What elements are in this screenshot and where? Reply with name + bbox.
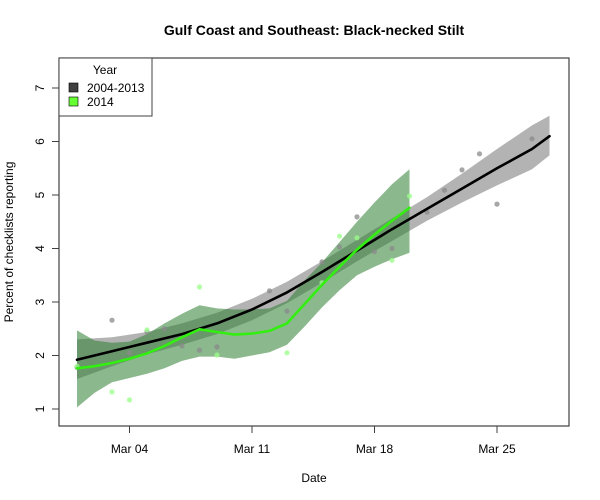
chart-title: Gulf Coast and Southeast: Black-necked S… (164, 22, 465, 38)
data-point-2004-2013 (476, 151, 483, 157)
data-point-2004-2013 (459, 167, 465, 173)
data-point-2014 (144, 327, 150, 333)
legend-swatch-2004-2013 (68, 82, 79, 93)
y-tick-label: 6 (33, 138, 47, 145)
data-point-2004-2013 (389, 245, 395, 252)
trend-line-2004-2013 (75, 134, 551, 362)
data-point-2004-2013 (214, 344, 220, 350)
data-point-2004-2013 (161, 326, 168, 332)
data-point-2004-2013 (196, 347, 203, 353)
y-tick-label: 1 (33, 405, 47, 412)
data-point-2004-2013 (284, 308, 290, 314)
x-tick-label: Mar 25 (478, 442, 516, 456)
legend-title: Year (93, 63, 117, 77)
y-tick-label: 7 (33, 84, 47, 91)
data-point-2004-2013 (266, 288, 273, 294)
plot-area (74, 115, 551, 408)
data-point-2004-2013 (336, 244, 343, 250)
data-point-2004-2013 (494, 201, 500, 207)
data-point-2004-2013 (441, 187, 448, 193)
data-point-2014 (196, 284, 203, 290)
x-axis: Mar 04 Mar 11 Mar 18 Mar 25 (111, 426, 516, 456)
data-point-2004-2013 (126, 350, 133, 356)
x-axis-label: Date (301, 471, 327, 485)
trend-line-2014 (75, 206, 411, 370)
data-point-2004-2013 (109, 317, 115, 323)
data-point-2014 (214, 352, 220, 358)
y-tick-label: 3 (33, 298, 47, 305)
y-tick-label: 4 (33, 245, 47, 252)
x-tick-label: Mar 18 (356, 442, 394, 456)
y-tick-label: 5 (33, 191, 47, 198)
data-point-2004-2013 (371, 249, 378, 255)
data-point-2014 (354, 235, 360, 241)
plot-frame (58, 57, 570, 427)
x-tick-label: Mar 11 (234, 442, 271, 456)
x-tick-label: Mar 04 (111, 442, 149, 456)
data-point-2004-2013 (179, 343, 185, 349)
y-axis: 1 2 3 4 5 6 7 (33, 84, 59, 412)
legend-swatch-2014 (68, 96, 79, 107)
confidence-band-2014 (77, 169, 410, 408)
y-axis-label: Percent of checklists reporting (2, 162, 16, 323)
data-point-2014 (336, 233, 343, 239)
data-point-2004-2013 (529, 136, 535, 142)
legend-label-2004-2013: 2004-2013 (87, 81, 145, 95)
legend: Year 2004-2013 2014 (58, 57, 153, 117)
data-point-2004-2013 (354, 214, 360, 220)
data-point-2014 (284, 350, 290, 356)
data-point-2014 (109, 389, 115, 395)
data-point-2004-2013 (319, 259, 325, 265)
data-point-2014 (126, 397, 133, 403)
legend-label-2014: 2014 (87, 95, 114, 109)
data-point-2014 (389, 257, 395, 263)
y-tick-label: 2 (33, 352, 47, 359)
data-point-2014 (406, 193, 413, 199)
